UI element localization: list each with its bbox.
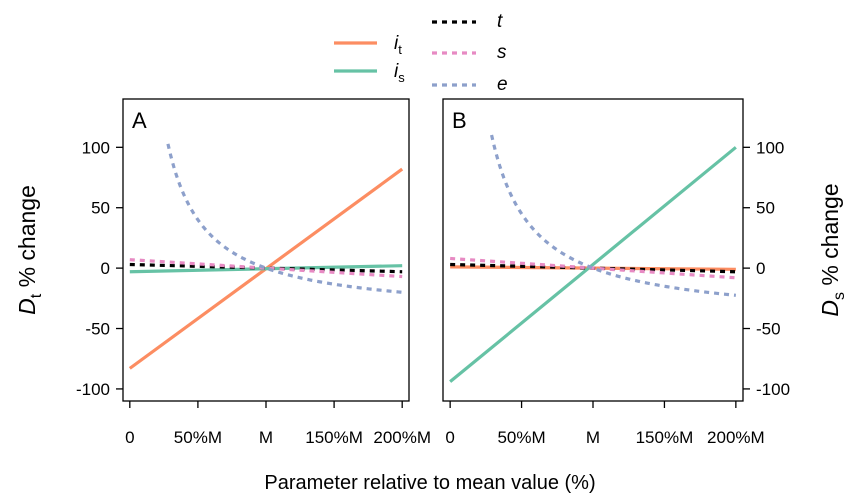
panel-b: B 100 50 0 -50 -100 0 50%M M 150%M 200%M Ds % chang…: [442, 98, 845, 447]
legend-label-t: t: [497, 11, 503, 32]
panel-b-xtick-label: 0: [445, 428, 454, 447]
panel-a-xtick-label: 50%M: [174, 428, 222, 447]
panel-a-frame: [122, 98, 410, 402]
x-axis-label: Parameter relative to mean value (%): [264, 472, 595, 494]
panel-a-xtick-label: 150%M: [305, 428, 363, 447]
panel-a-xtick-label: 0: [125, 428, 134, 447]
panel-b-xtick-label: 50%M: [497, 428, 545, 447]
panel-b-xtick-label: 200%M: [707, 428, 765, 447]
panel-a-ytick-label: 50: [91, 199, 110, 218]
panel-b-ytick-label: 0: [756, 259, 765, 278]
panel-b-series-i-s: [449, 146, 737, 383]
panel-a-ytick-label: 100: [82, 138, 110, 157]
legend-label-i-s: is: [394, 61, 405, 85]
panel-b-series-e: [490, 134, 737, 297]
panel-b-ytick-label: 100: [756, 138, 784, 157]
panel-a-y-axis-title: Dt % change: [14, 185, 45, 315]
panel-b-series: [449, 134, 737, 383]
legend-label-s: s: [497, 42, 507, 63]
panel-b-series-s: [450, 256, 736, 280]
panel-b-label: B: [452, 108, 467, 133]
panel-a: A 100 50 0 -50 -100 0 50%M M 150%M 200%M Dt % chang…: [14, 98, 431, 447]
panel-a-ytick-label: 0: [101, 259, 110, 278]
panel-a-ytick-label: -50: [85, 320, 110, 339]
panel-b-xtick-label: M: [586, 428, 600, 447]
panel-a-series: [128, 143, 404, 370]
panel-b-ytick-label: -100: [756, 380, 790, 399]
panel-b-ytick-label: 50: [756, 199, 775, 218]
legend-label-e: e: [497, 74, 508, 95]
panel-a-ytick-label: -100: [76, 380, 110, 399]
panel-a-xtick-label: 200%M: [373, 428, 431, 447]
legend-label-i-t: it: [394, 33, 402, 57]
panel-a-xtick-label: M: [259, 428, 273, 447]
panel-b-ytick-label: -50: [756, 320, 781, 339]
legend: it is tse: [334, 11, 508, 95]
panel-a-label: A: [132, 108, 147, 133]
panel-b-y-axis-title: Ds % change: [817, 183, 845, 316]
panel-b-frame: [442, 98, 744, 402]
panel-b-xtick-label: 150%M: [636, 428, 694, 447]
panel-a-series-i-s: [129, 264, 403, 274]
